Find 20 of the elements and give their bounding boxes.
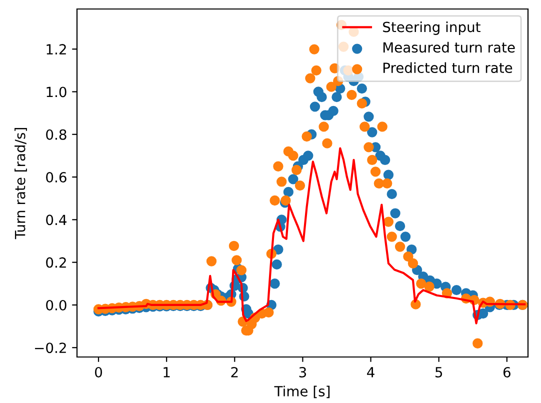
legend-label: Steering input (383, 22, 480, 35)
y-tick-label: 1.0 (46, 86, 66, 98)
x-tick-label: 3 (299, 366, 306, 378)
x-tick-label: 6 (503, 366, 510, 378)
x-axis-title: Time [s] (274, 386, 330, 398)
legend-label: Predicted turn rate (383, 62, 512, 74)
y-axis-title: Turn rate [rad/s] (14, 128, 27, 240)
x-tick-label: 4 (367, 367, 374, 378)
x-tick-label: 1 (164, 367, 170, 378)
x-tick-label: 0 (95, 366, 102, 378)
y-tick-label: 0.0 (46, 300, 66, 310)
legend-label: Measured turn rate (383, 42, 515, 53)
y-tick-label: 0.6 (46, 172, 66, 183)
y-tick-label: 0.8 (46, 129, 66, 140)
y-tick-label: 0.4 (46, 214, 66, 226)
x-tick-label: 5 (435, 367, 442, 378)
y-tick-label: −0.2 (35, 342, 66, 354)
y-tick-label: 0.2 (46, 257, 66, 268)
y-tick-label: 1.2 (46, 44, 66, 54)
x-tick-label: 2 (231, 366, 238, 378)
